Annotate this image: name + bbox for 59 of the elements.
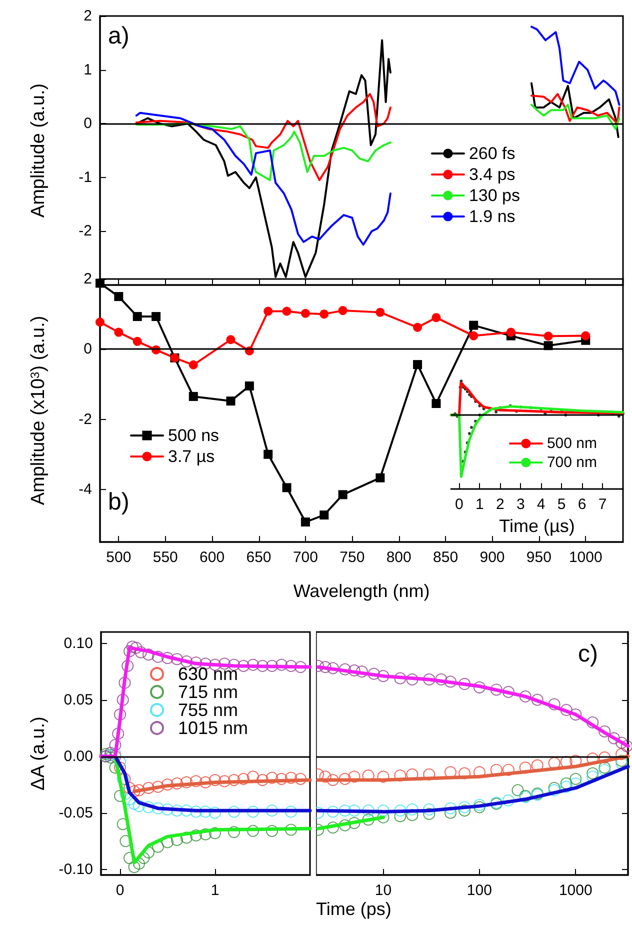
x-axis-title: Time (µs) bbox=[499, 516, 575, 536]
x-tick-label: 950 bbox=[526, 549, 552, 566]
legend-label: 1.9 ns bbox=[468, 207, 516, 226]
x-tick-label: 1000 bbox=[558, 882, 592, 899]
y-tick-label: -0.05 bbox=[58, 804, 93, 822]
legend-label: 500 nm bbox=[546, 435, 598, 452]
legend-label: 1015 nm bbox=[178, 718, 248, 738]
annotation: b) bbox=[108, 488, 130, 516]
annotation: a) bbox=[108, 22, 130, 50]
legend-label: 630 nm bbox=[178, 664, 238, 684]
x-tick-label: 1000 bbox=[568, 549, 602, 566]
legend-label: 260 fs bbox=[468, 144, 516, 163]
y-tick-label: 0.10 bbox=[64, 634, 93, 652]
y-tick-label: -0.10 bbox=[58, 860, 93, 878]
legend-label: 130 ps bbox=[468, 186, 520, 205]
x-tick-label: 5 bbox=[557, 496, 566, 514]
legend-label: 715 nm bbox=[178, 682, 238, 702]
x-tick-label: 6 bbox=[578, 496, 586, 514]
x-tick-label: 800 bbox=[386, 549, 412, 566]
y-tick-label: 2 bbox=[84, 270, 92, 288]
y-tick-label: -4 bbox=[78, 480, 92, 498]
y-tick-label: -2 bbox=[78, 410, 92, 428]
x-tick-label: 100 bbox=[466, 882, 492, 899]
y-tick-label: 0 bbox=[84, 115, 92, 132]
x-tick-label: 500 bbox=[106, 549, 132, 566]
annotation: c) bbox=[578, 640, 598, 668]
x-tick-label: 7 bbox=[598, 496, 607, 514]
y-axis-title: Amplitude (a.u.) bbox=[28, 83, 49, 218]
x-tick-label: 0 bbox=[455, 496, 464, 514]
y-tick-label: 0.05 bbox=[64, 691, 93, 708]
x-tick-label: 2 bbox=[496, 496, 504, 514]
legend-label: 3.7 µs bbox=[168, 447, 215, 466]
y-tick-label: 0.00 bbox=[64, 748, 93, 765]
x-tick-label: 850 bbox=[433, 549, 458, 566]
x-tick-label: 700 bbox=[292, 549, 318, 566]
y-tick-label: -1 bbox=[78, 168, 92, 186]
y-axis-title: Amplitude (x103) (a.u.) bbox=[28, 316, 49, 506]
y-tick-label: 2 bbox=[84, 8, 92, 24]
x-tick-label: 4 bbox=[536, 496, 546, 514]
x-tick-label: 550 bbox=[152, 549, 178, 566]
legend-label: 3.4 ps bbox=[468, 165, 516, 184]
x-axis-title: Time (ps) bbox=[316, 899, 392, 919]
x-tick-label: 3 bbox=[516, 496, 525, 514]
x-tick-label: 600 bbox=[200, 549, 225, 566]
x-tick-label: 900 bbox=[480, 549, 505, 566]
y-tick-label: 0 bbox=[84, 340, 92, 358]
x-tick-label: 10 bbox=[374, 882, 392, 899]
x-tick-label: 650 bbox=[246, 549, 272, 566]
x-tick-label: 0 bbox=[116, 882, 124, 899]
legend-label: 500 ns bbox=[168, 426, 220, 445]
y-axis-title: ΔA (a.u.) bbox=[28, 716, 49, 790]
x-tick-label: 750 bbox=[340, 549, 365, 566]
y-tick-label: 1 bbox=[84, 61, 92, 78]
x-axis-title: Wavelength (nm) bbox=[293, 581, 430, 601]
legend-label: 700 nm bbox=[546, 454, 598, 471]
y-tick-label: -2 bbox=[78, 222, 92, 240]
x-tick-label: 1 bbox=[475, 496, 484, 514]
legend-label: 755 nm bbox=[178, 700, 238, 720]
x-tick-label: 1 bbox=[210, 882, 220, 899]
